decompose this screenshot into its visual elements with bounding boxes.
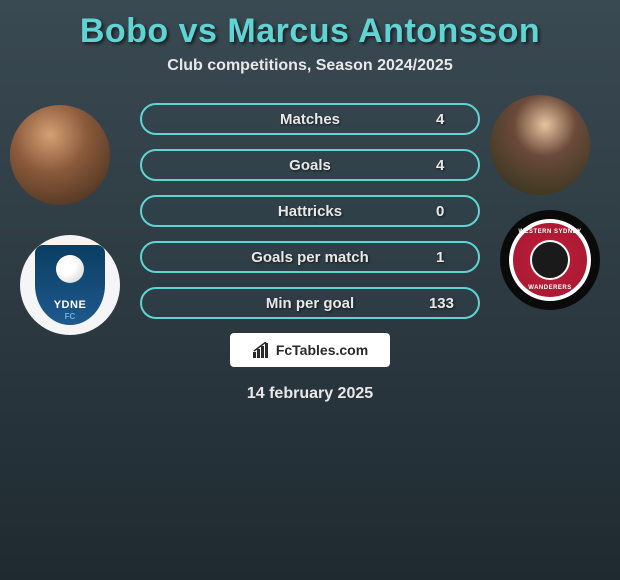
comparison-panel: YDNE FC WESTERN SYDNEY WANDERERS Matches…: [0, 95, 620, 403]
team-left-text1: YDNE: [54, 299, 87, 311]
stat-right-value: 133: [429, 295, 454, 312]
stat-label: Matches: [280, 111, 340, 128]
team-right-text-bottom: WANDERERS: [528, 285, 572, 291]
team-right-text-top: WESTERN SYDNEY: [518, 229, 581, 235]
team-left-text2: FC: [65, 312, 76, 321]
stat-label: Min per goal: [266, 295, 354, 312]
wanderers-logo: WESTERN SYDNEY WANDERERS: [509, 219, 591, 301]
page-title: Bobo vs Marcus Antonsson: [0, 0, 620, 57]
stat-row: Goals per match 1: [140, 241, 480, 273]
stat-label: Hattricks: [278, 203, 342, 220]
player-left-avatar: [10, 105, 110, 205]
stat-right-value: 0: [436, 203, 454, 220]
stat-right-value: 4: [436, 157, 454, 174]
stat-row: Hattricks 0: [140, 195, 480, 227]
stat-right-value: 1: [436, 249, 454, 266]
stat-right-value: 4: [436, 111, 454, 128]
stat-row: Goals 4: [140, 149, 480, 181]
stat-label: Goals: [289, 157, 331, 174]
stat-row: Matches 4: [140, 103, 480, 135]
sydney-fc-logo: YDNE FC: [35, 245, 105, 325]
chart-icon: [252, 342, 272, 358]
comparison-date: 14 february 2025: [0, 385, 620, 403]
stat-label: Goals per match: [251, 249, 369, 266]
team-right-badge: WESTERN SYDNEY WANDERERS: [500, 210, 600, 310]
player-right-avatar: [490, 95, 590, 195]
wanderers-inner-circle: [530, 240, 570, 280]
watermark: FcTables.com: [230, 333, 390, 367]
subtitle: Club competitions, Season 2024/2025: [0, 57, 620, 95]
stat-row: Min per goal 133: [140, 287, 480, 319]
stats-container: Matches 4 Goals 4 Hattricks 0 Goals per …: [140, 95, 480, 319]
soccer-ball-icon: [56, 255, 84, 283]
team-left-badge: YDNE FC: [20, 235, 120, 335]
watermark-text: FcTables.com: [276, 342, 368, 358]
